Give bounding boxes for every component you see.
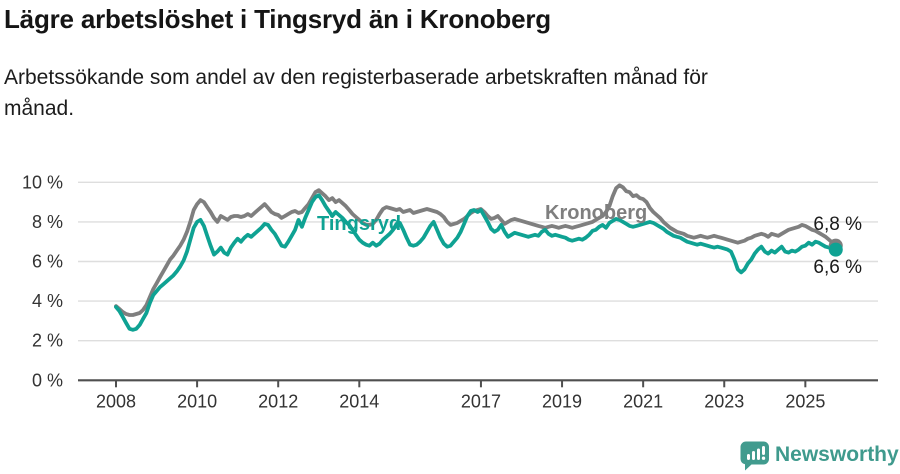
exclamation-dot [761, 456, 766, 460]
y-tick-label: 8 % [32, 212, 63, 232]
end-value-label-tingsryd: 6,6 % [813, 257, 862, 278]
y-tick-label: 4 % [32, 291, 63, 311]
line-chart: 0 % 2 % 4 % 6 % 8 % 10 % 2008 2010 2012 2014 2017 2… [0, 160, 900, 430]
page-title: Lägre arbetslöshet i Tingsryd än i Krono… [4, 4, 551, 34]
y-tick-label: 6 % [32, 252, 63, 272]
x-tick-label: 2008 [96, 391, 136, 411]
newsworthy-wordmark: Newsworthy [775, 443, 899, 466]
series-line-tingsryd [114, 193, 838, 332]
series-label-kronoberg: Kronoberg [545, 202, 647, 224]
x-tick-label: 2017 [461, 391, 501, 411]
chart-canvas: 0 % 2 % 4 % 6 % 8 % 10 % 2008 2010 2012 2014 2017 2… [22, 172, 878, 411]
x-tick-label: 2012 [258, 391, 298, 411]
y-tick-label: 0 % [32, 370, 63, 390]
y-tick-label: 10 % [22, 172, 63, 192]
x-tick-label: 2014 [339, 391, 379, 411]
y-tick-label: 2 % [32, 331, 63, 351]
x-tick-label: 2025 [785, 391, 825, 411]
footer: Newsworthy [0, 438, 900, 474]
series-label-tingsryd: Tingsryd [317, 213, 401, 235]
series-end-dot-tingsryd [828, 242, 843, 257]
x-tick-label: 2019 [542, 391, 582, 411]
end-value-label-kronoberg: 6,8 % [813, 214, 862, 235]
x-tick-label: 2021 [623, 391, 663, 411]
subtitle-line-1: Arbetssökande som andel av den registerb… [4, 66, 708, 89]
subtitle-line-2: månad. [4, 97, 75, 120]
newsworthy-logo-icon [740, 441, 769, 471]
bar-chart-glyph [747, 446, 765, 460]
x-tick-label: 2010 [177, 391, 217, 411]
chart-subtitle: Arbetssökande som andel av den registerb… [4, 62, 864, 124]
x-tick-label: 2023 [704, 391, 744, 411]
